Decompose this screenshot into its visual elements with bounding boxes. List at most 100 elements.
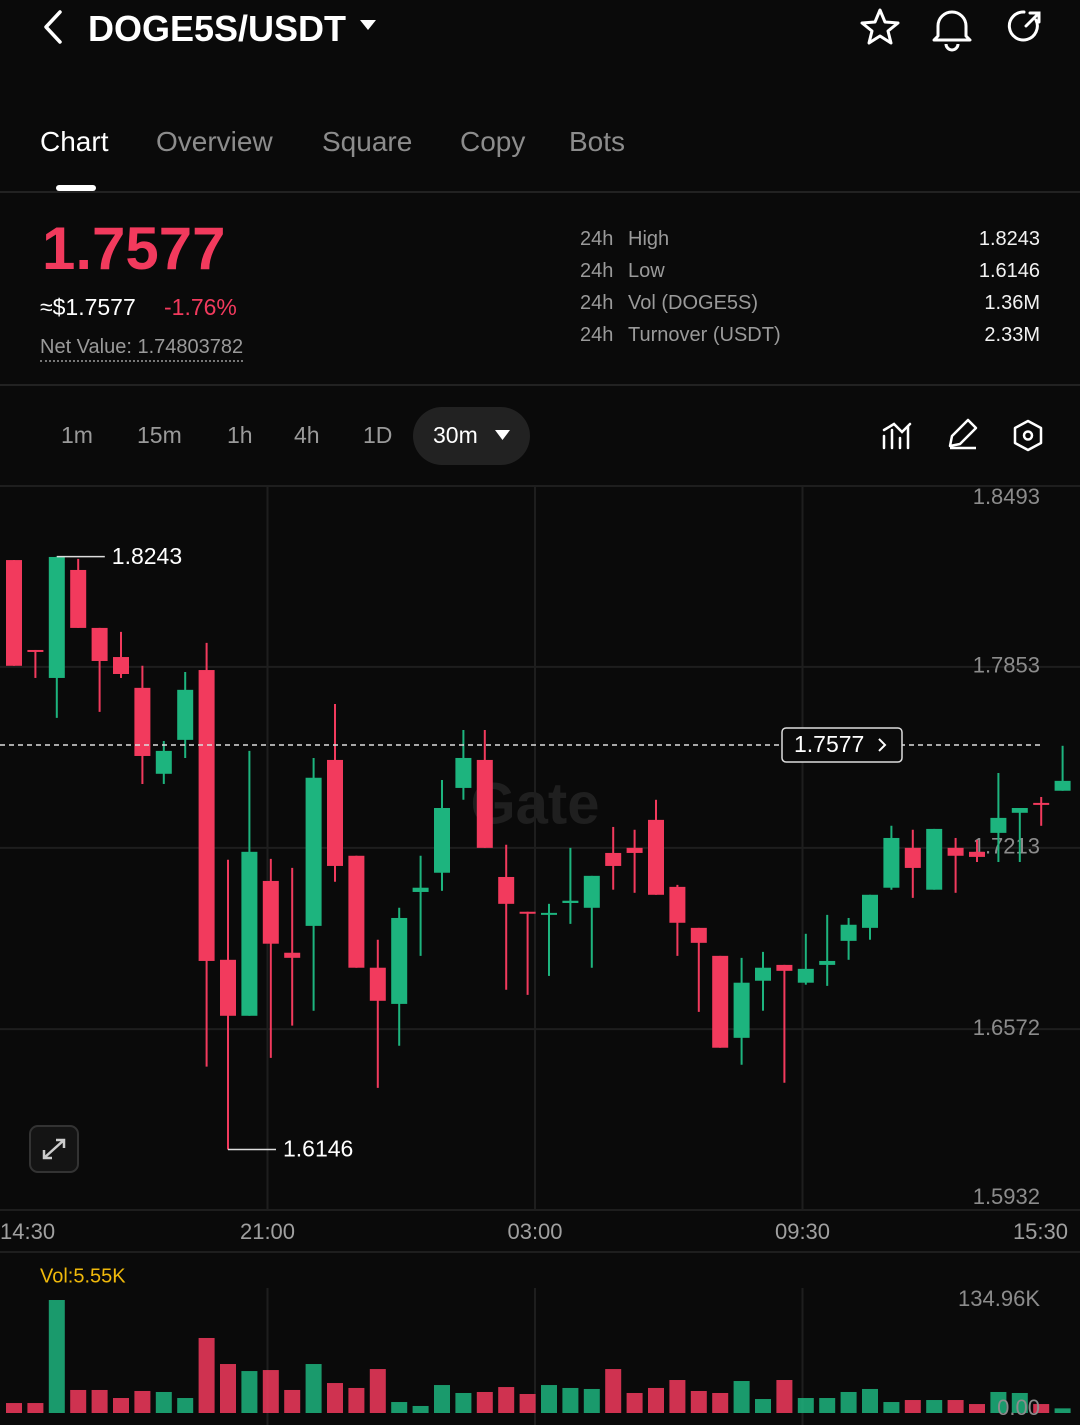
volume-bar [498,1387,515,1413]
candle-body [840,924,857,941]
alert-icon[interactable] [932,10,972,52]
volume-bar [690,1390,707,1413]
volume-bar [305,1364,322,1413]
candle-body [284,952,301,958]
volume-bar [562,1387,579,1413]
draw-icon[interactable] [948,418,978,450]
volume-bar [327,1383,343,1413]
volume-tick-label: 0.00 [997,1395,1040,1420]
volume-bar [519,1393,536,1413]
caret [360,20,376,30]
stat-period: 24h [580,292,614,314]
volume-bar [241,1371,258,1413]
volume-bar [262,1370,279,1413]
volume-bar [669,1380,686,1413]
volume-bar [113,1398,129,1413]
volume-bar [797,1398,814,1413]
interval[interactable]: 1h [227,422,253,448]
stat-period: 24h [580,228,614,250]
candle-body [113,657,129,674]
volume-bar [862,1388,878,1413]
volume-bar [177,1398,194,1413]
stat-value: 2.33M [984,324,1040,346]
stat-label: Turnover (USDT) [628,324,781,346]
interval[interactable]: 1m [61,422,93,448]
volume-bar [840,1391,857,1413]
interval[interactable]: 1D [363,422,393,448]
favorite-icon[interactable] [860,8,900,45]
y-tick-label: 1.5932 [973,1184,1040,1209]
settings-icon[interactable] [1013,419,1043,452]
candle-body [434,807,450,873]
candle-body [348,855,365,968]
tab[interactable]: Copy [460,126,526,157]
interval-pill [413,407,530,465]
candle-body [455,757,472,788]
candle-body [177,689,194,740]
back-icon[interactable] [44,10,62,44]
net-value[interactable]: Net Value: 1.74803782 [40,336,244,362]
candle-body [391,917,408,1004]
x-tick-label: 15:30 [1013,1219,1068,1244]
volume-bar [455,1392,472,1413]
volume-bar [1054,1408,1071,1413]
x-tick-label: 21:00 [240,1219,295,1244]
candle-body [412,887,429,892]
candle-body [27,649,44,652]
candle-body [155,750,172,774]
volume-bar [476,1391,493,1413]
title-caret[interactable] [358,18,378,32]
candle-body [562,900,579,903]
candle-body [712,955,729,1048]
volume-bar [712,1392,729,1413]
candle-body [776,964,793,971]
expand-icon [42,1138,66,1160]
volume-bar [947,1400,964,1413]
volume-label: Vol:5.55K [40,1265,126,1287]
interval[interactable]: 4h [294,422,320,448]
candle-body [755,967,771,981]
volume-bar [6,1403,22,1413]
candle-body [862,894,878,928]
candle-body [626,847,643,853]
x-tick-label: 14:30 [0,1219,55,1244]
volume-bar [583,1388,600,1413]
candle-body [1054,780,1071,791]
stat-value: 1.36M [984,292,1040,314]
share-icon[interactable] [1007,10,1041,42]
indicator-icon[interactable] [882,422,912,450]
caret [495,430,510,440]
chevron [878,738,887,752]
interval[interactable]: 30m [433,422,478,448]
y-tick-label: 1.6572 [973,1015,1040,1040]
volume-bar [369,1369,386,1413]
volume-bar [904,1400,921,1413]
interval[interactable]: 15m [137,422,182,448]
low-label: 1.6146 [283,1136,353,1162]
volume-bar [391,1402,408,1413]
tab[interactable]: Square [322,126,413,157]
volume-bar [926,1400,943,1413]
volume-bar [434,1385,450,1413]
stat-period: 24h [580,324,614,346]
candle-body [1011,807,1028,813]
volume-bar [27,1403,44,1413]
candle-body [883,837,900,888]
candle-body [198,670,215,961]
volume-bar [990,1391,1007,1413]
x-tick-label: 03:00 [507,1219,562,1244]
usd-price: ≈$1.7577 [40,294,136,320]
tab[interactable]: Chart [40,126,109,157]
volume-bar [348,1387,365,1413]
candle-body [541,912,557,915]
volume-bar [883,1402,900,1413]
candle-body [220,959,236,1016]
stat-period: 24h [580,260,614,282]
tab-indicator [56,185,96,191]
candle-body [262,880,279,944]
candle-body [733,982,750,1038]
tab[interactable]: Bots [569,126,626,157]
volume-bar [626,1392,643,1413]
tab[interactable]: Overview [156,126,273,157]
pair-title[interactable]: DOGE5S/USDT [88,8,347,49]
